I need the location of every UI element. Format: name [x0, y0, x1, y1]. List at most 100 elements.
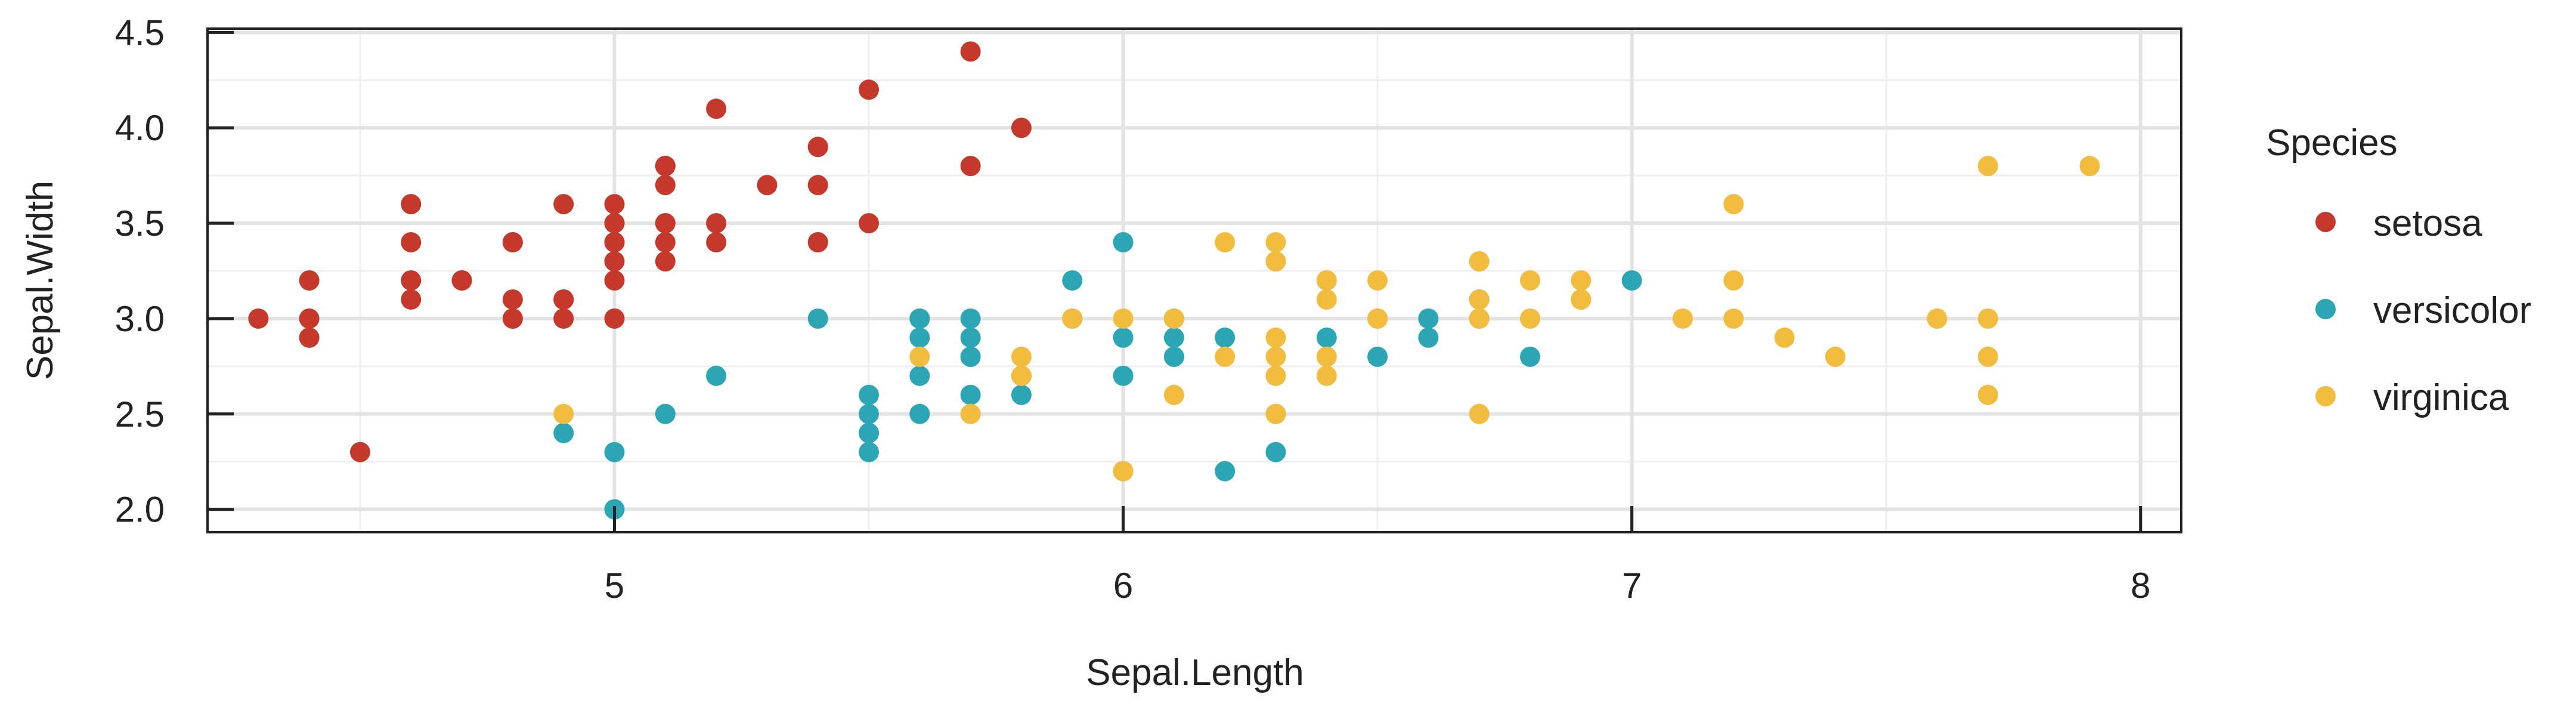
data-point-versicolor: [1113, 232, 1134, 253]
data-point-setosa: [859, 79, 880, 100]
data-point-virginica: [1011, 365, 1032, 386]
data-point-setosa: [960, 156, 981, 177]
data-point-virginica: [1265, 232, 1286, 253]
data-point-versicolor: [1163, 327, 1184, 348]
data-point-virginica: [1265, 346, 1286, 367]
data-point-virginica: [1672, 308, 1693, 329]
data-point-setosa: [248, 308, 269, 329]
data-point-virginica: [1265, 403, 1286, 424]
data-point-versicolor: [859, 442, 880, 462]
data-point-versicolor: [960, 346, 981, 367]
data-point-virginica: [2079, 156, 2100, 177]
data-point-setosa: [502, 308, 523, 329]
data-point-virginica: [1367, 270, 1388, 291]
data-point-versicolor: [909, 327, 930, 348]
legend-key-versicolor: [2315, 299, 2336, 319]
data-point-virginica: [1469, 289, 1490, 310]
data-point-virginica: [1977, 308, 1998, 329]
data-point-setosa: [349, 442, 370, 462]
data-point-setosa: [553, 308, 574, 329]
data-point-setosa: [604, 308, 625, 329]
data-point-virginica: [1774, 327, 1795, 348]
grid: [208, 29, 2181, 532]
y-tick-label: 2.5: [115, 394, 165, 434]
data-point-versicolor: [1215, 461, 1236, 482]
axis-ticks: [208, 30, 2142, 532]
data-point-versicolor: [960, 308, 981, 329]
data-point-setosa: [502, 289, 523, 310]
data-point-versicolor: [1011, 384, 1032, 405]
data-point-virginica: [1520, 270, 1541, 291]
data-point-setosa: [401, 232, 422, 253]
data-point-versicolor: [1062, 270, 1083, 291]
x-tick-label: 5: [605, 566, 624, 606]
data-point-virginica: [1113, 461, 1134, 482]
y-tick-label: 4.0: [115, 108, 165, 148]
data-point-versicolor: [553, 422, 574, 443]
data-point-versicolor: [859, 403, 880, 424]
data-point-setosa: [807, 175, 828, 196]
data-point-virginica: [1469, 251, 1490, 272]
data-point-setosa: [299, 308, 320, 329]
x-tick-label: 8: [2131, 566, 2150, 606]
data-point-setosa: [604, 251, 625, 272]
data-point-setosa: [655, 232, 676, 253]
data-point-virginica: [1367, 308, 1388, 329]
data-point-setosa: [706, 98, 727, 119]
data-point-setosa: [757, 175, 778, 196]
data-point-virginica: [1977, 384, 1998, 405]
data-point-setosa: [859, 213, 880, 234]
data-point-setosa: [299, 327, 320, 348]
legend-key-virginica: [2315, 386, 2336, 406]
legend-title: Species: [2266, 122, 2398, 163]
data-point-virginica: [1723, 270, 1744, 291]
data-point-setosa: [553, 289, 574, 310]
data-point-virginica: [1927, 308, 1948, 329]
axis-tick-labels: 5 6 7 8 2.0 2.5 3.0 3.5 4.0 4.5: [115, 13, 2151, 606]
x-axis-title: Sepal.Length: [1086, 652, 1304, 693]
data-point-versicolor: [1520, 346, 1541, 367]
data-point-versicolor: [604, 442, 625, 462]
data-point-virginica: [1265, 251, 1286, 272]
data-point-virginica: [1215, 346, 1236, 367]
data-point-virginica: [1825, 346, 1846, 367]
data-point-virginica: [1723, 194, 1744, 215]
x-tick-label: 7: [1622, 566, 1642, 606]
data-point-setosa: [807, 232, 828, 253]
y-tick-label: 3.0: [115, 299, 165, 339]
y-tick-label: 3.5: [115, 203, 165, 243]
data-point-virginica: [1469, 403, 1490, 424]
data-point-setosa: [655, 175, 676, 196]
data-point-virginica: [1163, 308, 1184, 329]
data-point-virginica: [1163, 384, 1184, 405]
data-point-setosa: [706, 213, 727, 234]
data-point-setosa: [401, 270, 422, 291]
data-point-versicolor: [1113, 327, 1134, 348]
data-point-setosa: [401, 194, 422, 215]
data-point-setosa: [960, 41, 981, 62]
data-point-virginica: [1571, 270, 1592, 291]
legend-key-setosa: [2315, 212, 2336, 232]
data-point-versicolor: [807, 308, 828, 329]
data-point-virginica: [1316, 346, 1337, 367]
y-tick-label: 4.5: [115, 13, 165, 53]
data-point-setosa: [655, 213, 676, 234]
data-point-virginica: [553, 403, 574, 424]
y-axis-title: Sepal.Width: [20, 181, 61, 380]
data-point-versicolor: [1367, 346, 1388, 367]
data-point-versicolor: [1418, 308, 1439, 329]
data-point-versicolor: [1418, 327, 1439, 348]
data-point-setosa: [299, 270, 320, 291]
legend-label-setosa: setosa: [2373, 203, 2482, 244]
data-point-setosa: [502, 232, 523, 253]
data-point-virginica: [1265, 327, 1286, 348]
data-point-versicolor: [706, 365, 727, 386]
data-point-versicolor: [960, 327, 981, 348]
data-point-virginica: [1977, 346, 1998, 367]
data-point-virginica: [1316, 270, 1337, 291]
data-point-setosa: [807, 137, 828, 158]
data-point-virginica: [960, 403, 981, 424]
data-point-setosa: [1011, 118, 1032, 138]
data-point-setosa: [553, 194, 574, 215]
